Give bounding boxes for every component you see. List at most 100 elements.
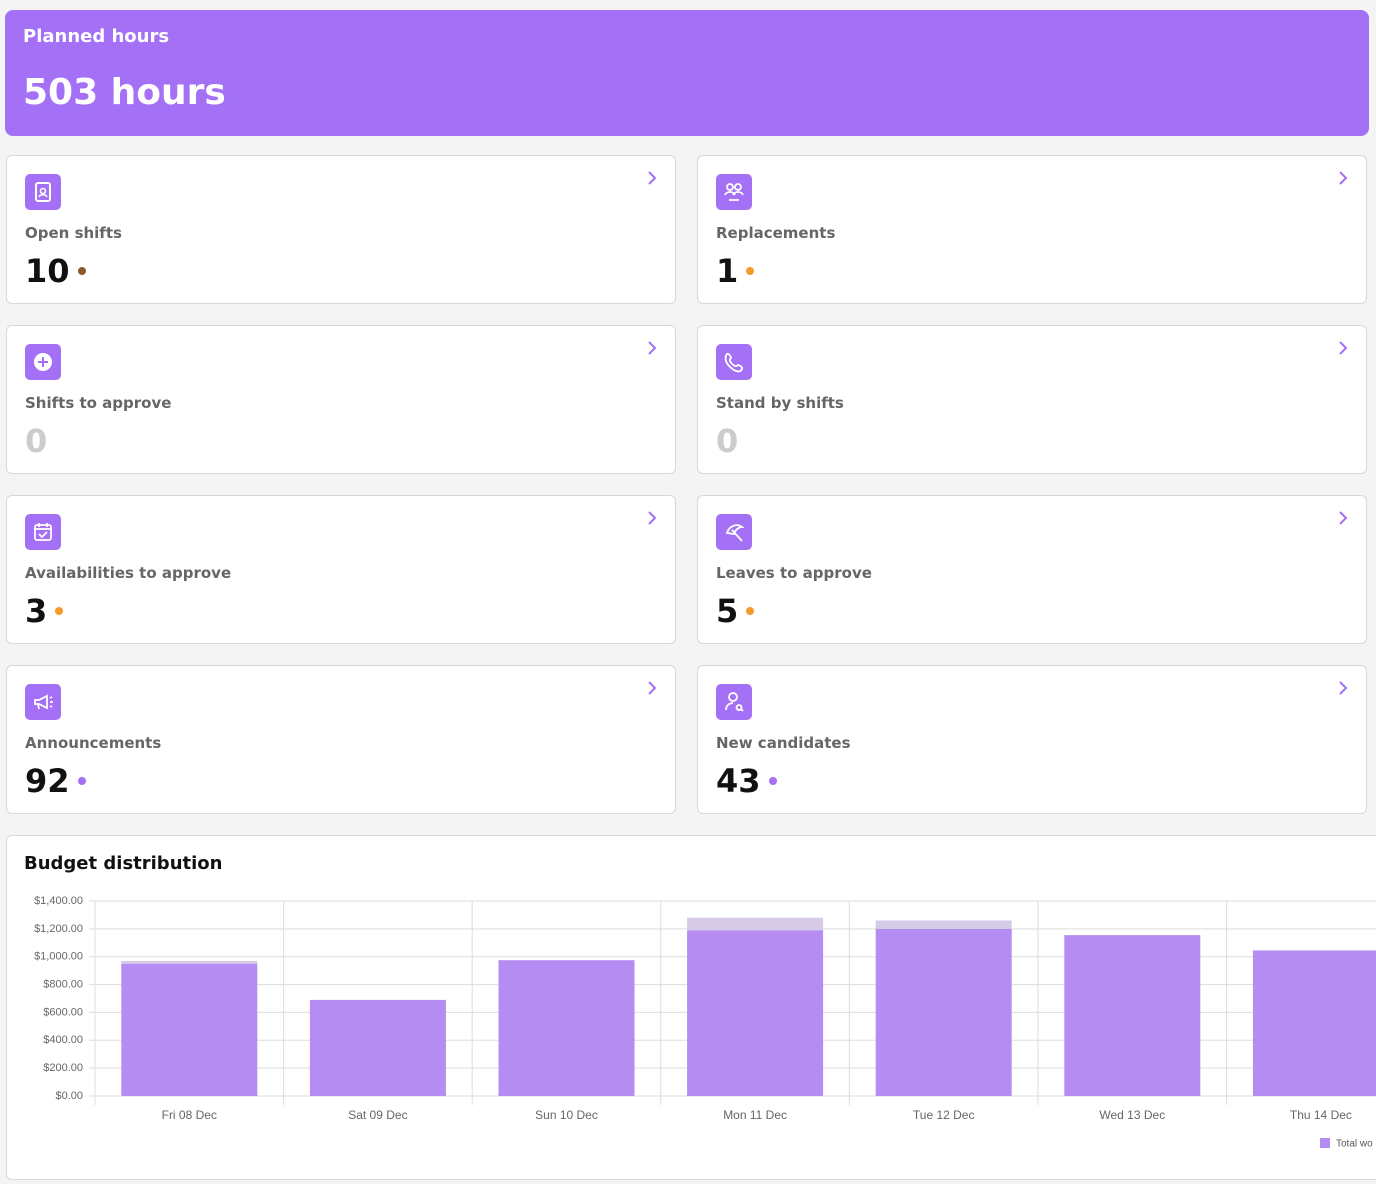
x-tick-label: Mon 11 Dec: [723, 1108, 787, 1122]
chevron-icon: [1339, 511, 1348, 525]
card-value-row: 5: [716, 592, 755, 630]
x-tick-label: Sat 09 Dec: [348, 1108, 407, 1122]
status-dot: [77, 777, 86, 785]
bar-segment: [875, 928, 1012, 1096]
card-label: Leaves to approve: [716, 564, 872, 582]
card-value: 0: [25, 422, 48, 460]
header-title: Planned hours: [23, 26, 170, 47]
chevron-icon: [648, 341, 657, 355]
x-tick-label: Sun 10 Dec: [535, 1108, 598, 1122]
icon-glyph: [724, 352, 744, 373]
y-tick-label: $1,000.00: [34, 951, 83, 963]
card-value-row: 0: [25, 422, 47, 460]
icon-glyph: [35, 182, 51, 202]
chevron[interactable]: [645, 340, 659, 360]
card-icon: [716, 684, 752, 720]
chevron-icon: [648, 681, 657, 695]
bar-segment: [1252, 950, 1376, 1096]
bar-segment: [121, 963, 258, 1096]
bar-segment: [875, 920, 1012, 929]
stat-card[interactable]: Stand by shifts 0: [697, 325, 1367, 474]
card-value: 3: [25, 592, 48, 630]
chevron-icon: [1339, 171, 1348, 185]
card-value-row: 43: [716, 762, 777, 800]
status-dot: [746, 607, 755, 615]
chevron-icon: [1339, 681, 1348, 695]
y-tick-label: $200.00: [43, 1062, 83, 1074]
bar-segment: [121, 960, 258, 964]
status-dot: [77, 267, 86, 275]
planned-hours: Planned hours 503 hours: [5, 10, 1369, 136]
chevron-icon: [1339, 341, 1348, 355]
stat-card[interactable]: Availabilities to approve 3: [6, 495, 676, 644]
chevron[interactable]: [645, 510, 659, 530]
icon-glyph: [34, 353, 52, 371]
card-value: 1: [716, 252, 739, 290]
status-dot: [768, 777, 777, 785]
chevron[interactable]: [1336, 340, 1350, 360]
card-label: Shifts to approve: [25, 394, 172, 412]
card-label: Availabilities to approve: [25, 564, 232, 582]
chevron[interactable]: [1336, 510, 1350, 530]
x-tick-label: Fri 08 Dec: [162, 1108, 217, 1122]
card-label: Replacements: [716, 224, 836, 242]
y-tick-label: $600.00: [43, 1006, 83, 1018]
bar-segment: [687, 917, 824, 931]
card-label: New candidates: [716, 734, 851, 752]
card-value: 92: [25, 762, 70, 800]
bar-segment: [1064, 935, 1201, 1096]
stat-card[interactable]: Leaves to approve 5: [697, 495, 1367, 644]
card-value-row: 0: [716, 422, 738, 460]
card-value: 0: [716, 422, 739, 460]
stat-card[interactable]: Replacements 1: [697, 155, 1367, 304]
status-dot: [55, 607, 64, 615]
bar-segment: [498, 960, 635, 1096]
status-dot: [746, 267, 755, 275]
bar-segment: [309, 999, 446, 1096]
icon-glyph: [724, 183, 744, 201]
card-icon: [716, 344, 752, 380]
y-tick-label: $800.00: [43, 978, 83, 990]
header-value: 503 hours: [23, 72, 226, 113]
chevron-icon: [648, 171, 657, 185]
stat-card[interactable]: Announcements 92: [6, 665, 676, 814]
card-value-row: 3: [25, 592, 64, 630]
y-tick-label: $1,400.00: [34, 895, 83, 907]
x-tick-label: Thu 14 Dec: [1290, 1108, 1352, 1122]
chevron[interactable]: [645, 680, 659, 700]
chevron[interactable]: [645, 170, 659, 190]
legend-label: Total wo: [1336, 1139, 1373, 1150]
card-icon: [25, 174, 61, 210]
card-icon: [25, 344, 61, 380]
card-icon: [716, 174, 752, 210]
card-icon: [716, 514, 752, 550]
card-label: Announcements: [25, 734, 162, 752]
chevron[interactable]: [1336, 170, 1350, 190]
icon-glyph: [725, 692, 744, 712]
stat-card[interactable]: New candidates 43: [697, 665, 1367, 814]
chevron[interactable]: [1336, 680, 1350, 700]
bar-segment: [687, 930, 824, 1096]
stat-card[interactable]: Open shifts 10: [6, 155, 676, 304]
icon-glyph: [34, 523, 52, 541]
card-value: 10: [25, 252, 70, 290]
y-tick-label: $400.00: [43, 1034, 83, 1046]
chart: Budget distribution $0.00 $200.00 $400.00 $…: [24, 853, 1376, 1150]
chart-title: Budget distribution: [24, 853, 222, 874]
card-label: Stand by shifts: [716, 394, 844, 412]
card-value: 5: [716, 592, 739, 630]
card-value-row: 92: [25, 762, 86, 800]
card-value-row: 1: [716, 252, 755, 290]
card-value-row: 10: [25, 252, 86, 290]
icon-glyph: [34, 694, 53, 710]
card-icon: [25, 514, 61, 550]
card-label: Open shifts: [25, 224, 122, 242]
stat-card[interactable]: Shifts to approve 0: [6, 325, 676, 474]
x-tick-label: Tue 12 Dec: [913, 1108, 975, 1122]
x-tick-label: Wed 13 Dec: [1099, 1108, 1165, 1122]
chevron-icon: [648, 511, 657, 525]
y-tick-label: $0.00: [55, 1090, 83, 1102]
card-value: 43: [716, 762, 761, 800]
y-tick-label: $1,200.00: [34, 923, 83, 935]
